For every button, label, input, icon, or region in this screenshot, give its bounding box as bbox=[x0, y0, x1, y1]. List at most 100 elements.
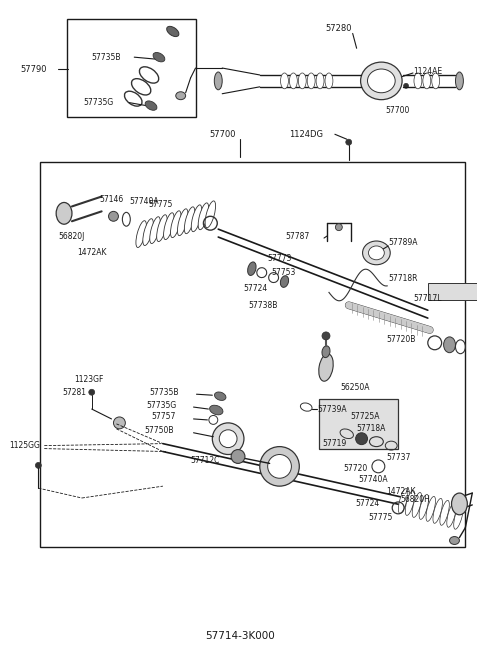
Ellipse shape bbox=[167, 26, 179, 37]
Text: 57735G: 57735G bbox=[84, 98, 114, 107]
Ellipse shape bbox=[164, 213, 174, 240]
Ellipse shape bbox=[452, 493, 468, 515]
Ellipse shape bbox=[447, 502, 456, 527]
Ellipse shape bbox=[368, 69, 395, 93]
Ellipse shape bbox=[260, 447, 300, 486]
Text: 57773: 57773 bbox=[268, 254, 292, 263]
Ellipse shape bbox=[325, 73, 333, 89]
Text: 57738B: 57738B bbox=[248, 301, 277, 310]
Ellipse shape bbox=[268, 455, 291, 478]
Ellipse shape bbox=[219, 430, 237, 447]
Ellipse shape bbox=[145, 101, 157, 110]
Text: 57700: 57700 bbox=[385, 106, 409, 115]
Bar bbox=[319, 399, 398, 449]
Ellipse shape bbox=[289, 73, 297, 89]
Ellipse shape bbox=[307, 73, 315, 89]
Text: 57789A: 57789A bbox=[388, 238, 418, 248]
Ellipse shape bbox=[124, 91, 142, 106]
Text: 1125GG: 1125GG bbox=[9, 441, 39, 450]
Ellipse shape bbox=[178, 209, 188, 236]
Text: 57280: 57280 bbox=[325, 24, 351, 33]
Ellipse shape bbox=[412, 493, 421, 517]
Text: 1124AE: 1124AE bbox=[413, 67, 442, 75]
Ellipse shape bbox=[122, 212, 130, 226]
Ellipse shape bbox=[432, 73, 440, 89]
Ellipse shape bbox=[214, 72, 222, 90]
Text: 57281: 57281 bbox=[62, 388, 86, 397]
Ellipse shape bbox=[440, 500, 449, 525]
Ellipse shape bbox=[89, 389, 95, 395]
Text: 57740A: 57740A bbox=[359, 475, 388, 484]
Text: 57720B: 57720B bbox=[386, 335, 416, 345]
Ellipse shape bbox=[426, 496, 435, 521]
Ellipse shape bbox=[298, 73, 306, 89]
Ellipse shape bbox=[205, 201, 216, 228]
Ellipse shape bbox=[336, 224, 342, 231]
Text: 57735B: 57735B bbox=[149, 388, 179, 397]
Ellipse shape bbox=[132, 79, 151, 95]
Text: 57787: 57787 bbox=[286, 232, 310, 240]
Text: 57700: 57700 bbox=[209, 130, 236, 139]
Ellipse shape bbox=[433, 498, 443, 523]
Ellipse shape bbox=[456, 72, 463, 90]
Ellipse shape bbox=[184, 207, 195, 234]
Text: 57717L: 57717L bbox=[413, 294, 442, 303]
Ellipse shape bbox=[139, 67, 159, 83]
Ellipse shape bbox=[346, 140, 352, 145]
Ellipse shape bbox=[369, 246, 384, 260]
Text: 1472AK: 1472AK bbox=[77, 248, 107, 257]
Ellipse shape bbox=[404, 83, 408, 88]
Bar bbox=[40, 162, 466, 548]
Text: 57718A: 57718A bbox=[357, 424, 386, 434]
Ellipse shape bbox=[36, 462, 41, 468]
Ellipse shape bbox=[319, 354, 333, 381]
Text: 1123GF: 1123GF bbox=[74, 375, 103, 384]
Ellipse shape bbox=[191, 205, 202, 232]
Ellipse shape bbox=[153, 52, 165, 62]
Text: 56820J: 56820J bbox=[58, 232, 84, 240]
Text: 57753: 57753 bbox=[272, 268, 296, 277]
Ellipse shape bbox=[356, 433, 368, 445]
Ellipse shape bbox=[231, 449, 245, 463]
Text: 57737: 57737 bbox=[386, 453, 411, 462]
Ellipse shape bbox=[450, 536, 459, 544]
Ellipse shape bbox=[423, 73, 431, 89]
Ellipse shape bbox=[212, 423, 244, 455]
Ellipse shape bbox=[150, 217, 160, 244]
Ellipse shape bbox=[398, 489, 408, 514]
Ellipse shape bbox=[454, 504, 463, 529]
Ellipse shape bbox=[176, 92, 186, 100]
Text: 57757: 57757 bbox=[151, 413, 175, 421]
Text: 57724: 57724 bbox=[356, 499, 380, 508]
Ellipse shape bbox=[419, 495, 429, 519]
Ellipse shape bbox=[156, 215, 167, 242]
Text: 57775: 57775 bbox=[148, 200, 172, 209]
Text: 1472AK: 1472AK bbox=[386, 487, 416, 496]
Ellipse shape bbox=[56, 202, 72, 224]
Ellipse shape bbox=[215, 392, 226, 400]
Ellipse shape bbox=[108, 212, 119, 221]
Text: 57720: 57720 bbox=[344, 464, 368, 473]
Text: 57146: 57146 bbox=[100, 195, 124, 204]
Ellipse shape bbox=[210, 405, 223, 415]
Text: 57714-3K000: 57714-3K000 bbox=[205, 631, 275, 641]
Text: 57750B: 57750B bbox=[144, 426, 174, 436]
Ellipse shape bbox=[113, 417, 125, 429]
Ellipse shape bbox=[362, 241, 390, 265]
Text: 57735B: 57735B bbox=[92, 52, 121, 62]
Ellipse shape bbox=[143, 219, 153, 246]
Text: 57775: 57775 bbox=[369, 514, 393, 522]
Ellipse shape bbox=[405, 491, 415, 515]
Ellipse shape bbox=[322, 332, 330, 340]
Text: 57712C: 57712C bbox=[191, 456, 220, 465]
Text: 1124DG: 1124DG bbox=[289, 130, 324, 139]
Text: 57790: 57790 bbox=[21, 65, 47, 73]
Text: 57740A: 57740A bbox=[129, 197, 159, 206]
Ellipse shape bbox=[444, 337, 456, 352]
Ellipse shape bbox=[360, 62, 402, 100]
Ellipse shape bbox=[248, 262, 256, 276]
Text: 57719: 57719 bbox=[322, 439, 346, 448]
Ellipse shape bbox=[136, 221, 146, 248]
Text: 57735G: 57735G bbox=[146, 401, 176, 409]
Text: 57718R: 57718R bbox=[388, 274, 418, 283]
